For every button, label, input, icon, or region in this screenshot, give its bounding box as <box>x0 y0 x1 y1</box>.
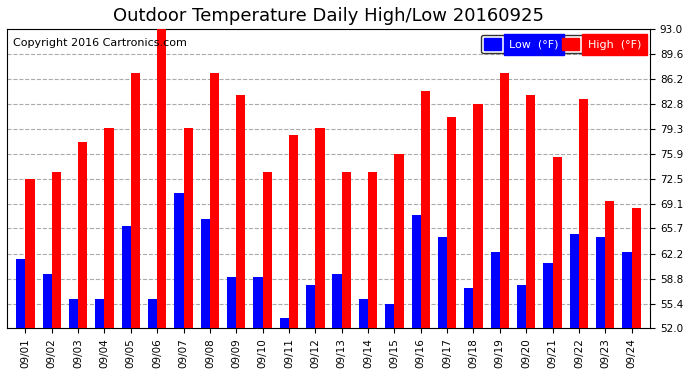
Bar <box>605 201 615 328</box>
Bar <box>279 318 289 328</box>
Bar <box>570 234 579 328</box>
Bar <box>315 128 324 328</box>
Bar <box>526 95 535 328</box>
Bar <box>175 194 184 328</box>
Bar <box>447 117 456 328</box>
Bar <box>236 95 246 328</box>
Bar <box>631 208 641 328</box>
Bar <box>622 252 631 328</box>
Bar <box>500 73 509 328</box>
Bar <box>16 259 26 328</box>
Bar <box>253 278 263 328</box>
Text: Copyright 2016 Cartronics.com: Copyright 2016 Cartronics.com <box>13 38 187 48</box>
Bar <box>263 172 272 328</box>
Bar <box>368 172 377 328</box>
Bar <box>95 299 104 328</box>
Bar <box>210 73 219 328</box>
Bar <box>43 274 52 328</box>
Bar <box>553 157 562 328</box>
Bar <box>395 154 404 328</box>
Bar <box>421 91 430 328</box>
Bar <box>464 288 473 328</box>
Bar <box>579 99 588 328</box>
Bar <box>201 219 210 328</box>
Bar <box>26 179 34 328</box>
Bar <box>184 128 193 328</box>
Legend: Low  (°F), High  (°F): Low (°F), High (°F) <box>480 35 644 53</box>
Bar <box>289 135 298 328</box>
Bar <box>411 215 421 328</box>
Bar <box>543 263 553 328</box>
Bar <box>359 299 368 328</box>
Bar <box>491 252 500 328</box>
Bar <box>148 299 157 328</box>
Bar <box>438 237 447 328</box>
Bar <box>104 128 114 328</box>
Bar <box>306 285 315 328</box>
Bar <box>78 142 88 328</box>
Bar <box>131 73 140 328</box>
Bar <box>157 29 166 328</box>
Bar <box>227 278 236 328</box>
Bar <box>596 237 605 328</box>
Bar <box>121 226 131 328</box>
Bar <box>385 304 395 328</box>
Bar <box>342 172 351 328</box>
Bar <box>52 172 61 328</box>
Bar <box>473 104 483 328</box>
Bar <box>69 299 78 328</box>
Bar <box>517 285 526 328</box>
Bar <box>333 274 342 328</box>
Title: Outdoor Temperature Daily High/Low 20160925: Outdoor Temperature Daily High/Low 20160… <box>113 7 544 25</box>
